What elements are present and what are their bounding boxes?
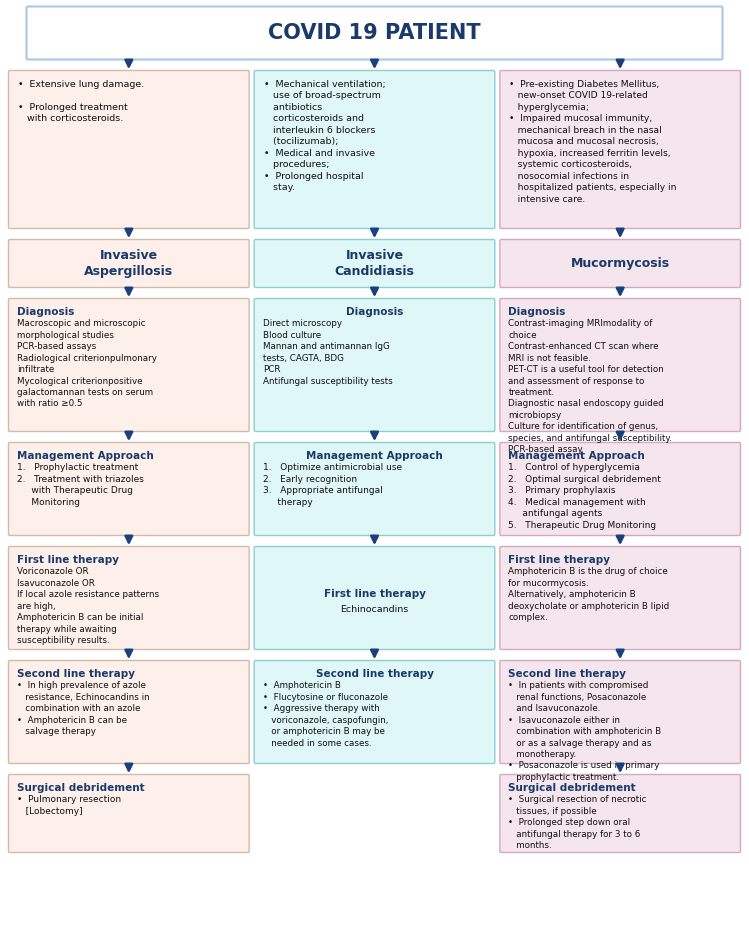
FancyBboxPatch shape xyxy=(500,661,741,764)
Text: •  Extensive lung damage.

•  Prolonged treatment
   with corticosteroids.: • Extensive lung damage. • Prolonged tre… xyxy=(18,80,145,124)
FancyBboxPatch shape xyxy=(500,70,741,228)
Text: •  Mechanical ventilation;
   use of broad-spectrum
   antibiotics
   corticoste: • Mechanical ventilation; use of broad-s… xyxy=(264,80,386,192)
FancyBboxPatch shape xyxy=(500,547,741,650)
FancyBboxPatch shape xyxy=(500,240,741,287)
FancyBboxPatch shape xyxy=(8,774,249,852)
Text: Second line therapy: Second line therapy xyxy=(17,669,135,679)
Text: Surgical debridement: Surgical debridement xyxy=(17,783,145,793)
Text: Direct microscopy
Blood culture
Mannan and antimannan IgG
tests, CAGTA, BDG
PCR
: Direct microscopy Blood culture Mannan a… xyxy=(263,320,392,385)
Text: Management Approach: Management Approach xyxy=(17,451,154,461)
FancyBboxPatch shape xyxy=(8,547,249,650)
Text: COVID 19 PATIENT: COVID 19 PATIENT xyxy=(268,23,481,43)
Text: Second line therapy: Second line therapy xyxy=(509,669,626,679)
Text: Mucormycosis: Mucormycosis xyxy=(571,257,670,270)
Text: •  In high prevalence of azole
   resistance, Echinocandins in
   combination wi: • In high prevalence of azole resistance… xyxy=(17,681,150,736)
Text: Diagnosis: Diagnosis xyxy=(346,307,403,317)
Text: Diagnosis: Diagnosis xyxy=(17,307,74,317)
Text: Management Approach: Management Approach xyxy=(306,451,443,461)
FancyBboxPatch shape xyxy=(254,547,495,650)
FancyBboxPatch shape xyxy=(26,7,723,60)
FancyBboxPatch shape xyxy=(8,299,249,432)
FancyBboxPatch shape xyxy=(500,299,741,432)
Text: Management Approach: Management Approach xyxy=(509,451,645,461)
Text: First line therapy: First line therapy xyxy=(509,555,610,565)
Text: •  Surgical resection of necrotic
   tissues, if possible
•  Prolonged step down: • Surgical resection of necrotic tissues… xyxy=(509,795,647,850)
Text: First line therapy: First line therapy xyxy=(324,589,425,599)
FancyBboxPatch shape xyxy=(8,661,249,764)
FancyBboxPatch shape xyxy=(254,299,495,432)
Text: Invasive
Candidiasis: Invasive Candidiasis xyxy=(335,249,414,278)
FancyBboxPatch shape xyxy=(8,70,249,228)
Text: Amphotericin B is the drug of choice
for mucormycosis.
Alternatively, amphoteric: Amphotericin B is the drug of choice for… xyxy=(509,567,670,622)
Text: Invasive
Aspergillosis: Invasive Aspergillosis xyxy=(85,249,174,278)
FancyBboxPatch shape xyxy=(500,442,741,535)
Text: 1.   Control of hyperglycemia
2.   Optimal surgical debridement
3.   Primary pro: 1. Control of hyperglycemia 2. Optimal s… xyxy=(509,463,661,530)
Text: Macroscopic and microscopic
morphological studies
PCR-based assays
Radiological : Macroscopic and microscopic morphologica… xyxy=(17,320,157,408)
Text: 1.   Prophylactic treatment
2.   Treatment with triazoles
     with Therapeutic : 1. Prophylactic treatment 2. Treatment w… xyxy=(17,463,144,507)
Text: •  Pre-existing Diabetes Mellitus,
   new-onset COVID 19-related
   hyperglycemi: • Pre-existing Diabetes Mellitus, new-on… xyxy=(509,80,677,204)
FancyBboxPatch shape xyxy=(8,240,249,287)
Text: Voriconazole OR
Isavuconazole OR
If local azole resistance patterns
are high,
Am: Voriconazole OR Isavuconazole OR If loca… xyxy=(17,567,159,645)
FancyBboxPatch shape xyxy=(254,661,495,764)
Text: Surgical debridement: Surgical debridement xyxy=(509,783,636,793)
Text: •  Amphotericin B
•  Flucytosine or fluconazole
•  Aggressive therapy with
   vo: • Amphotericin B • Flucytosine or flucon… xyxy=(263,681,388,747)
FancyBboxPatch shape xyxy=(254,70,495,228)
Text: •  In patients with compromised
   renal functions, Posaconazole
   and Isavucon: • In patients with compromised renal fun… xyxy=(509,681,661,782)
Text: Contrast-imaging MRImodality of
choice
Contrast-enhanced CT scan where
MRI is no: Contrast-imaging MRImodality of choice C… xyxy=(509,320,672,455)
FancyBboxPatch shape xyxy=(8,442,249,535)
Text: •  Pulmonary resection
   [Lobectomy]: • Pulmonary resection [Lobectomy] xyxy=(17,795,121,816)
Text: Second line therapy: Second line therapy xyxy=(315,669,434,679)
Text: First line therapy: First line therapy xyxy=(17,555,119,565)
FancyBboxPatch shape xyxy=(254,442,495,535)
FancyBboxPatch shape xyxy=(254,240,495,287)
FancyBboxPatch shape xyxy=(500,774,741,852)
Text: Diagnosis: Diagnosis xyxy=(509,307,565,317)
Text: 1.   Optimize antimicrobial use
2.   Early recognition
3.   Appropriate antifung: 1. Optimize antimicrobial use 2. Early r… xyxy=(263,463,401,507)
Text: Echinocandins: Echinocandins xyxy=(340,606,409,614)
